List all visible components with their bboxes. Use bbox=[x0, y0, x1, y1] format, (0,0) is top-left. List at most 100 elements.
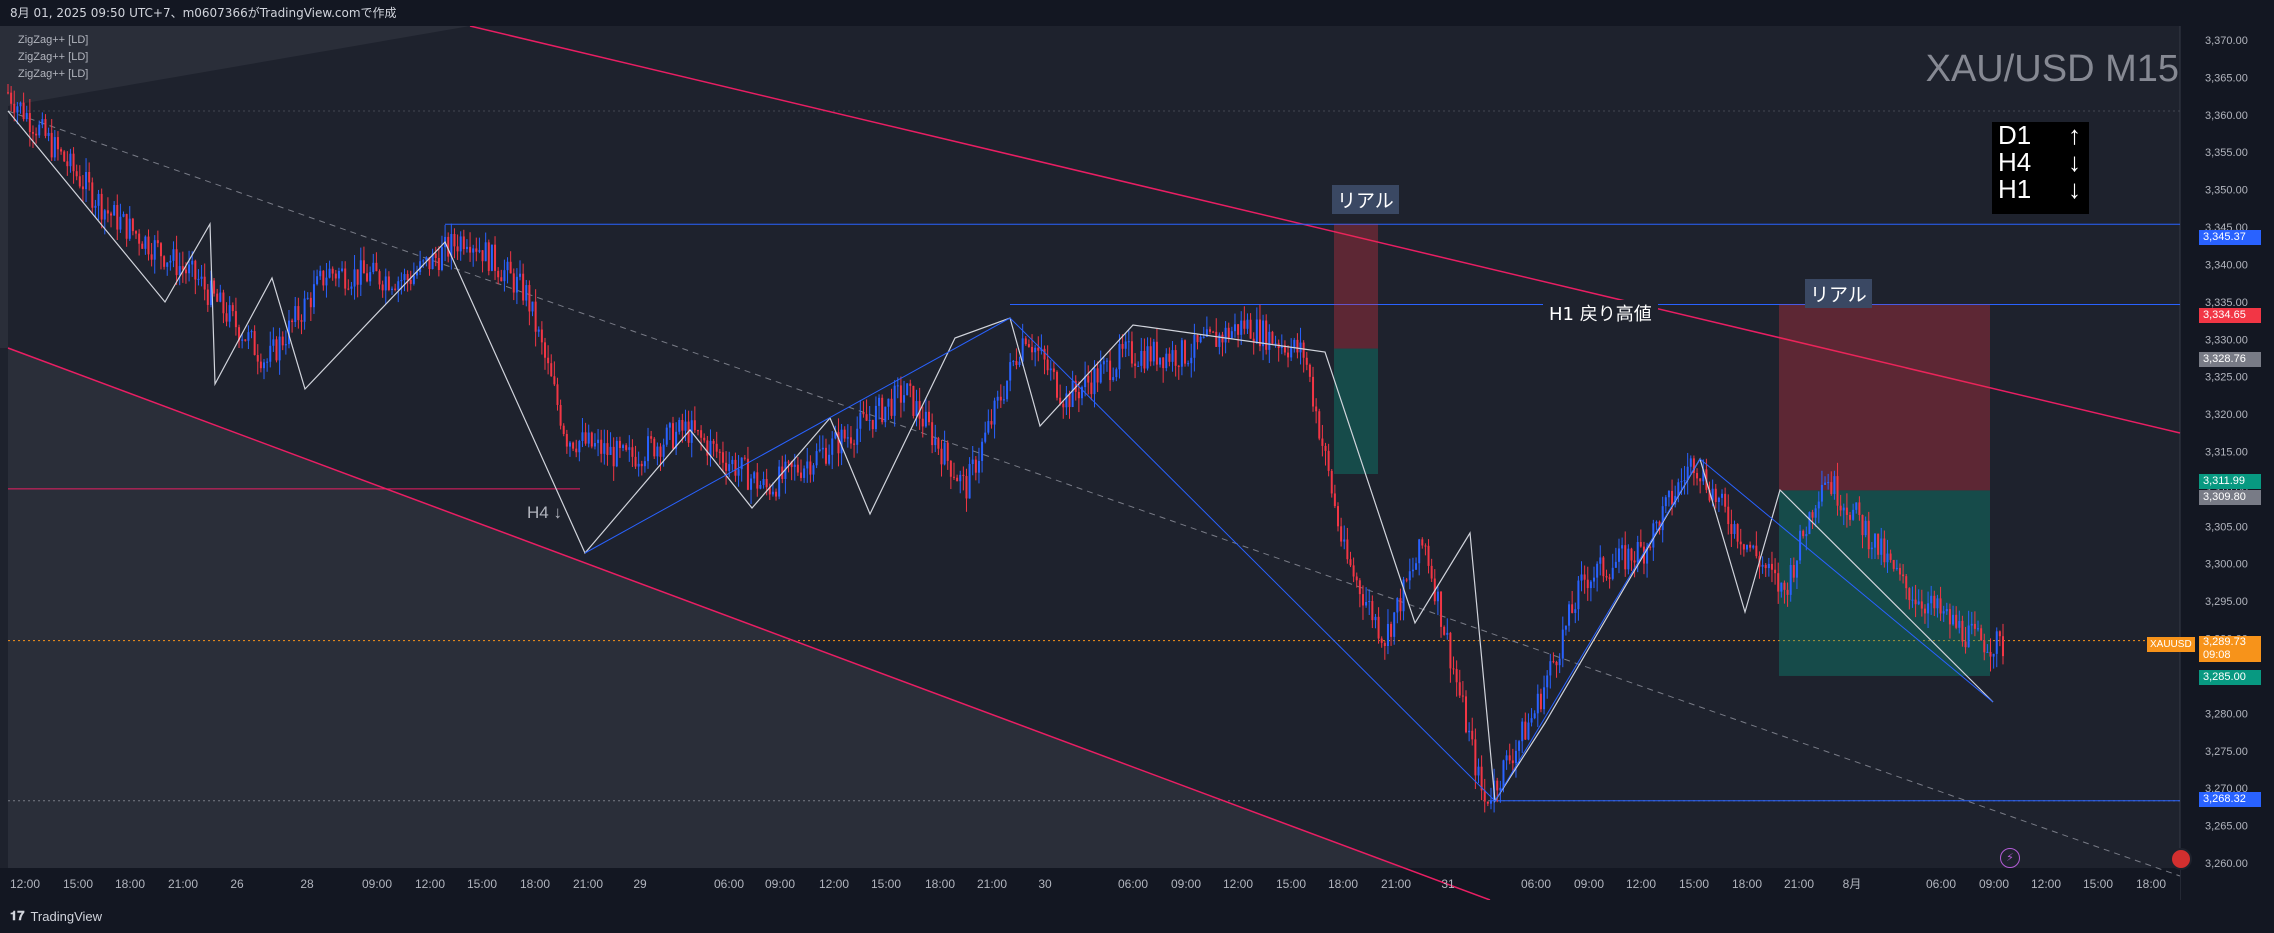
time-tick-label: 12:00 bbox=[1626, 877, 1656, 891]
candle bbox=[1733, 524, 1736, 535]
candle bbox=[250, 331, 253, 333]
candle bbox=[906, 383, 909, 396]
time-tick-label: 09:00 bbox=[1171, 877, 1201, 891]
time-tick-label: 18:00 bbox=[1328, 877, 1358, 891]
trend-table: D1 ↑ H4 ↓ H1 ↓ bbox=[1992, 122, 2089, 214]
candle bbox=[266, 361, 269, 363]
current-price-tag: 3,289.73 09:08 bbox=[2199, 636, 2261, 662]
candle bbox=[949, 460, 952, 477]
candle bbox=[1237, 324, 1240, 335]
candle bbox=[940, 448, 943, 465]
candle bbox=[740, 457, 743, 470]
candle bbox=[1296, 339, 1299, 353]
candle bbox=[1405, 579, 1408, 581]
candle bbox=[234, 311, 237, 328]
candle bbox=[369, 272, 372, 282]
candle bbox=[728, 464, 731, 471]
candle bbox=[1652, 523, 1655, 548]
candle bbox=[1552, 661, 1555, 663]
candle bbox=[1015, 361, 1018, 366]
lightning-icon[interactable]: ⚡ bbox=[2000, 848, 2020, 868]
candle bbox=[1724, 493, 1727, 507]
candle bbox=[1252, 338, 1255, 343]
h1-resistance-label[interactable]: H1 戻り高値 bbox=[1543, 300, 1658, 326]
candle bbox=[534, 301, 537, 332]
candle bbox=[672, 423, 674, 449]
candle bbox=[703, 437, 706, 441]
legend-item[interactable]: ZigZag++ [LD] bbox=[18, 68, 89, 80]
candle bbox=[1983, 640, 1986, 653]
legend-item[interactable]: ZigZag++ [LD] bbox=[18, 51, 89, 63]
candle bbox=[1099, 364, 1102, 383]
candle bbox=[809, 461, 812, 475]
candle bbox=[946, 442, 949, 461]
candle bbox=[1727, 506, 1730, 525]
real-label-2[interactable]: リアル bbox=[1805, 279, 1872, 308]
price-tick-label: 3,275.00 bbox=[2205, 746, 2248, 758]
candle bbox=[871, 419, 874, 430]
candle bbox=[1180, 340, 1183, 367]
candle bbox=[178, 266, 181, 276]
candle bbox=[1802, 530, 1805, 537]
candle bbox=[1224, 327, 1227, 343]
candle bbox=[147, 236, 150, 255]
candle bbox=[1087, 376, 1090, 383]
candle bbox=[999, 396, 1002, 401]
h4-label[interactable]: H4 ↓ bbox=[527, 503, 562, 522]
candle bbox=[846, 437, 849, 439]
candle bbox=[1065, 393, 1068, 408]
candle bbox=[1833, 476, 1836, 495]
candle bbox=[66, 161, 69, 167]
legend-item[interactable]: ZigZag++ [LD] bbox=[18, 34, 89, 46]
candle bbox=[306, 297, 309, 299]
candle bbox=[1742, 544, 1745, 550]
time-tick-label: 28 bbox=[300, 877, 314, 891]
price-chart[interactable]: 3,260.003,265.003,270.003,275.003,280.00… bbox=[0, 26, 2274, 900]
candle bbox=[1770, 563, 1773, 570]
price-tick-label: 3,295.00 bbox=[2205, 596, 2248, 608]
candle bbox=[362, 260, 365, 274]
candle bbox=[163, 256, 166, 267]
candle bbox=[584, 432, 587, 444]
candle bbox=[1539, 693, 1542, 710]
candle bbox=[1337, 506, 1339, 527]
candle bbox=[462, 236, 465, 250]
candle bbox=[1084, 376, 1087, 388]
candle bbox=[256, 355, 259, 362]
candle bbox=[762, 479, 765, 486]
candle bbox=[887, 398, 890, 407]
price-tag-entry-1: 3,328.76 bbox=[2199, 352, 2261, 367]
candle bbox=[287, 320, 290, 345]
time-tick-label: 21:00 bbox=[168, 877, 198, 891]
candle bbox=[1511, 760, 1514, 764]
candle bbox=[662, 444, 665, 457]
candle bbox=[1889, 553, 1892, 560]
bar-countdown: 09:08 bbox=[2203, 649, 2231, 661]
candle bbox=[166, 262, 169, 267]
candle bbox=[977, 460, 980, 473]
candle bbox=[1711, 488, 1714, 501]
candle bbox=[278, 336, 281, 361]
candle bbox=[1449, 632, 1452, 669]
candle bbox=[796, 464, 799, 473]
zigzag-line bbox=[7, 110, 1994, 803]
candle bbox=[309, 297, 312, 308]
candle bbox=[1824, 482, 1827, 485]
candle bbox=[668, 423, 671, 428]
candle bbox=[7, 92, 9, 94]
candle bbox=[1330, 470, 1333, 494]
candle bbox=[1218, 334, 1221, 347]
tradingview-logo[interactable]: 𝟏𝟕 TradingView bbox=[10, 908, 102, 924]
channel-mid bbox=[7, 110, 2181, 877]
real-label-1[interactable]: リアル bbox=[1332, 185, 1399, 214]
candle bbox=[1436, 591, 1439, 602]
candle bbox=[1371, 601, 1374, 621]
chart-area[interactable]: 3,260.00 3,265.00 3,270.00 3,275.00 3,280.00… bbox=[0, 26, 2274, 900]
candle bbox=[628, 447, 631, 450]
candle bbox=[19, 102, 22, 107]
candle bbox=[1265, 320, 1268, 350]
candle bbox=[965, 475, 968, 499]
candle bbox=[394, 288, 397, 290]
us-flag-icon[interactable] bbox=[2170, 848, 2192, 870]
candle bbox=[1458, 682, 1461, 696]
